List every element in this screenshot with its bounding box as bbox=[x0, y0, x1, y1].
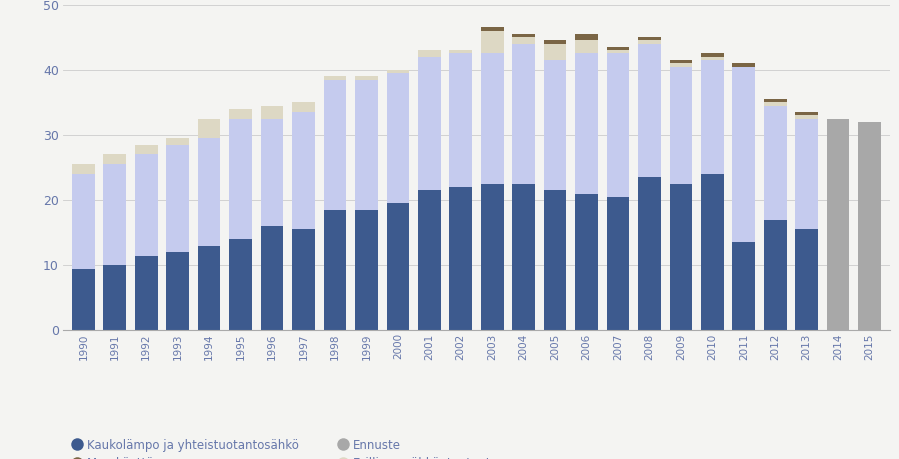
Bar bbox=[638, 40, 661, 44]
Bar bbox=[261, 226, 283, 330]
Bar bbox=[324, 210, 346, 330]
Bar bbox=[198, 246, 220, 330]
Bar bbox=[796, 118, 818, 230]
Bar bbox=[827, 118, 850, 330]
Bar bbox=[355, 76, 378, 79]
Bar bbox=[450, 50, 472, 53]
Bar bbox=[796, 115, 818, 118]
Bar bbox=[544, 60, 566, 190]
Bar bbox=[575, 34, 598, 40]
Bar bbox=[575, 40, 598, 53]
Bar bbox=[324, 79, 346, 210]
Bar bbox=[229, 118, 252, 239]
Bar bbox=[450, 187, 472, 330]
Bar bbox=[481, 53, 503, 184]
Bar bbox=[292, 230, 315, 330]
Bar bbox=[72, 174, 94, 269]
Bar bbox=[512, 184, 535, 330]
Bar bbox=[166, 252, 189, 330]
Bar bbox=[764, 102, 787, 106]
Bar bbox=[859, 122, 881, 330]
Bar bbox=[418, 190, 441, 330]
Legend: Kaukolämpo ja yhteistuotantosähkö, Muu käyttö, Teollisuus, Ennuste, Erillinen sä: Kaukolämpo ja yhteistuotantosähkö, Muu k… bbox=[69, 434, 502, 459]
Bar bbox=[481, 31, 503, 53]
Bar bbox=[764, 99, 787, 102]
Bar bbox=[733, 67, 755, 242]
Bar bbox=[638, 177, 661, 330]
Bar bbox=[638, 44, 661, 177]
Bar bbox=[418, 57, 441, 190]
Bar bbox=[638, 37, 661, 40]
Bar bbox=[229, 109, 252, 118]
Bar bbox=[796, 230, 818, 330]
Bar bbox=[198, 138, 220, 246]
Bar bbox=[512, 37, 535, 44]
Bar bbox=[387, 73, 409, 203]
Bar bbox=[575, 194, 598, 330]
Bar bbox=[198, 118, 220, 138]
Bar bbox=[701, 53, 724, 57]
Bar bbox=[481, 28, 503, 31]
Bar bbox=[733, 242, 755, 330]
Bar bbox=[701, 60, 724, 174]
Bar bbox=[418, 50, 441, 57]
Bar bbox=[733, 63, 755, 67]
Bar bbox=[72, 164, 94, 174]
Bar bbox=[701, 174, 724, 330]
Bar bbox=[512, 44, 535, 184]
Bar bbox=[292, 102, 315, 112]
Bar bbox=[481, 184, 503, 330]
Bar bbox=[670, 67, 692, 184]
Bar bbox=[607, 50, 629, 53]
Bar bbox=[135, 256, 157, 330]
Bar bbox=[135, 155, 157, 256]
Bar bbox=[166, 145, 189, 252]
Bar bbox=[607, 197, 629, 330]
Bar bbox=[796, 112, 818, 115]
Bar bbox=[450, 53, 472, 187]
Bar bbox=[764, 106, 787, 220]
Bar bbox=[355, 210, 378, 330]
Bar bbox=[544, 44, 566, 60]
Bar bbox=[575, 53, 598, 194]
Bar bbox=[670, 184, 692, 330]
Bar bbox=[355, 79, 378, 210]
Bar bbox=[701, 57, 724, 60]
Bar bbox=[103, 155, 126, 164]
Bar bbox=[544, 40, 566, 44]
Bar bbox=[135, 145, 157, 155]
Bar bbox=[166, 138, 189, 145]
Bar bbox=[103, 265, 126, 330]
Bar bbox=[103, 164, 126, 265]
Bar bbox=[229, 239, 252, 330]
Bar bbox=[764, 220, 787, 330]
Bar bbox=[72, 269, 94, 330]
Bar bbox=[670, 60, 692, 63]
Bar bbox=[670, 63, 692, 67]
Bar bbox=[607, 53, 629, 197]
Bar bbox=[607, 47, 629, 50]
Bar bbox=[387, 203, 409, 330]
Bar bbox=[261, 118, 283, 226]
Bar bbox=[292, 112, 315, 230]
Bar bbox=[261, 106, 283, 118]
Bar bbox=[387, 70, 409, 73]
Bar bbox=[512, 34, 535, 37]
Bar bbox=[324, 76, 346, 79]
Bar bbox=[544, 190, 566, 330]
